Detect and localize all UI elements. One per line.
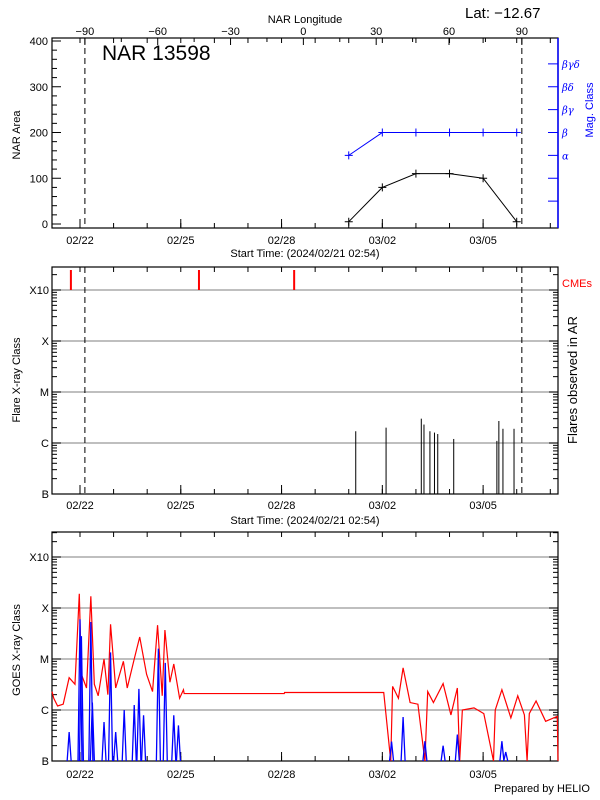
x-tick-label: 03/02 — [369, 235, 397, 247]
goes-short-spike — [175, 725, 182, 762]
mag-class-point — [411, 128, 420, 137]
goes-short-spike — [171, 715, 177, 762]
mag-class-tick-label: βγ — [561, 106, 574, 117]
longitude-tick-label: 90 — [516, 26, 528, 38]
class-tick-label: X — [42, 336, 50, 348]
mag-class-tick-label: β — [561, 129, 568, 140]
footer-credit: Prepared by HELIO — [494, 783, 590, 795]
mag-class-tick-label: α — [562, 151, 569, 162]
goes-short-spike — [440, 745, 446, 762]
mag-class-tick-label: βγδ — [561, 60, 580, 71]
class-tick-label: X10 — [29, 552, 49, 564]
class-tick-label: M — [40, 654, 49, 666]
mag-class-axis-label: Mag. Class — [584, 82, 596, 138]
goes-short-spike — [400, 716, 406, 762]
goes-short-spike — [113, 731, 119, 762]
area-tick-label: 200 — [30, 128, 48, 140]
goes-short-spike — [454, 734, 460, 762]
goes-long-series-line — [51, 593, 559, 762]
goes-short-spike — [131, 705, 137, 762]
class-tick-label: X10 — [29, 285, 49, 297]
longitude-tick-label: 30 — [370, 26, 382, 38]
mag-class-point — [344, 151, 353, 160]
goes-short-spike — [77, 619, 83, 762]
flare-axis-label: Flare X-ray Class — [11, 337, 23, 422]
goes-axis-label: GOES X-ray Class — [11, 604, 23, 696]
area-point — [445, 169, 454, 178]
x-tick-label: 02/28 — [268, 235, 296, 247]
x-axis-label-1: Start Time: (2024/02/21 02:54) — [230, 248, 379, 260]
mag-class-point — [479, 128, 488, 137]
x-tick-label: 03/05 — [469, 769, 497, 781]
area-point — [378, 183, 387, 192]
top-axis-label: NAR Longitude — [268, 14, 343, 26]
mag-class-series-line — [348, 132, 517, 156]
area-tick-label: 100 — [30, 173, 48, 185]
mag-class-point — [445, 128, 454, 137]
area-point — [344, 217, 353, 226]
goes-short-spike — [140, 715, 147, 762]
x-tick-label: 03/02 — [369, 500, 397, 512]
class-tick-label: C — [41, 438, 49, 450]
goes-short-spike — [121, 709, 127, 762]
x-tick-label: 02/28 — [268, 769, 296, 781]
longitude-tick-label: −90 — [76, 26, 95, 38]
x-tick-label: 02/25 — [167, 235, 195, 247]
chart-marks: 02/22 02/25 02/28 03/02 03/050100200300400αβ… — [29, 26, 579, 781]
class-tick-label: B — [42, 489, 49, 501]
class-tick-label: B — [42, 756, 49, 768]
region-title: NAR 13598 — [102, 42, 211, 65]
x-tick-label: 02/25 — [167, 769, 195, 781]
goes-short-spike — [422, 741, 428, 762]
flares-observed-label: Flares observed in AR — [565, 316, 580, 444]
goes-short-spike — [503, 751, 509, 762]
goes-short-spike — [107, 652, 114, 762]
goes-short-spike — [162, 662, 168, 762]
x-tick-label: 03/05 — [469, 500, 497, 512]
longitude-tick-label: 60 — [443, 26, 455, 38]
goes-short-spike — [89, 702, 96, 762]
goes-short-spike — [66, 731, 72, 762]
panel-frame-3 — [51, 531, 559, 762]
area-point — [512, 217, 521, 226]
longitude-tick-label: 0 — [300, 26, 306, 38]
longitude-tick-label: −30 — [221, 26, 240, 38]
longitude-tick-label: −60 — [148, 26, 167, 38]
x-tick-label: 02/22 — [66, 769, 94, 781]
area-point — [411, 169, 420, 178]
area-axis-label: NAR Area — [11, 110, 23, 160]
x-tick-label: 03/05 — [469, 235, 497, 247]
x-tick-label: 02/25 — [167, 500, 195, 512]
area-tick-label: 400 — [30, 36, 48, 48]
goes-short-spike — [388, 741, 395, 762]
mag-class-point — [378, 128, 387, 137]
class-tick-label: M — [40, 387, 49, 399]
x-tick-label: 02/22 — [66, 235, 94, 247]
x-tick-label: 03/02 — [369, 769, 397, 781]
goes-short-spike — [155, 648, 162, 762]
cme-label: CMEs — [562, 278, 592, 290]
class-tick-label: X — [42, 603, 50, 615]
goes-short-spike — [78, 636, 85, 762]
class-tick-label: C — [41, 705, 49, 717]
x-tick-label: 02/22 — [66, 500, 94, 512]
x-tick-label: 02/28 — [268, 500, 296, 512]
panel-frame-2 — [51, 266, 559, 495]
area-point — [479, 174, 488, 183]
area-tick-label: 300 — [30, 82, 48, 94]
x-axis-label-2: Start Time: (2024/02/21 02:54) — [230, 515, 379, 527]
area-tick-label: 0 — [42, 219, 48, 231]
goes-short-spike — [499, 741, 505, 762]
mag-class-point — [512, 128, 521, 137]
goes-short-spike — [101, 722, 107, 762]
mag-class-tick-label: βδ — [561, 83, 574, 94]
latitude-label: Lat: −12.67 — [465, 5, 540, 22]
goes-short-spike — [136, 688, 142, 762]
area-series-line — [348, 173, 518, 223]
